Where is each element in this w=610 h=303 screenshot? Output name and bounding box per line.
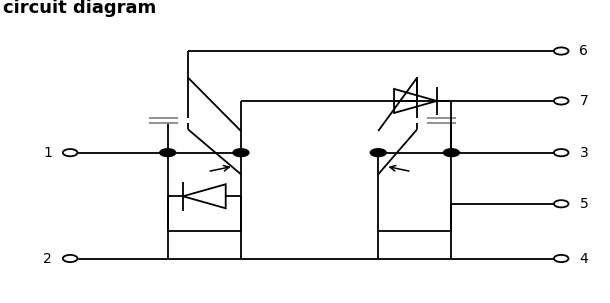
Circle shape: [63, 255, 77, 262]
Text: 3: 3: [580, 146, 588, 160]
Text: 4: 4: [580, 251, 588, 265]
Text: circuit diagram: circuit diagram: [3, 0, 156, 17]
Text: 6: 6: [580, 44, 589, 58]
Text: 7: 7: [580, 94, 588, 108]
Circle shape: [233, 149, 249, 157]
Circle shape: [370, 149, 386, 157]
Circle shape: [554, 97, 569, 105]
Circle shape: [554, 200, 569, 207]
Text: 2: 2: [43, 251, 52, 265]
Circle shape: [554, 255, 569, 262]
Text: 5: 5: [580, 197, 588, 211]
Circle shape: [554, 149, 569, 156]
Circle shape: [554, 48, 569, 55]
Text: 1: 1: [43, 146, 52, 160]
Circle shape: [160, 149, 176, 157]
Circle shape: [63, 149, 77, 156]
Circle shape: [443, 149, 459, 157]
